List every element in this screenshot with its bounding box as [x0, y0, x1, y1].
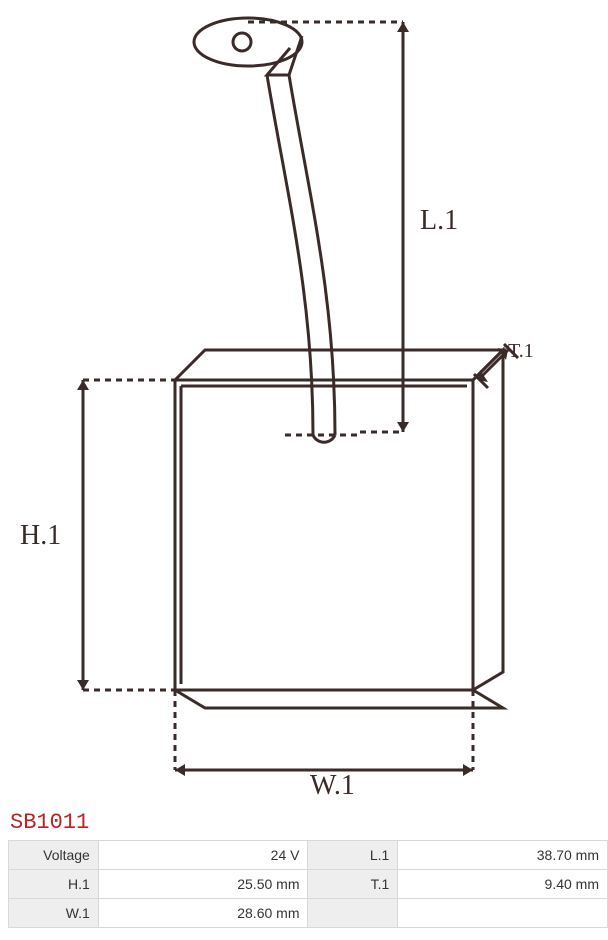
label-W1: W.1	[310, 770, 355, 802]
spec-label: H.1	[9, 870, 99, 899]
drawing-svg	[0, 0, 608, 810]
spec-label: W.1	[9, 899, 99, 928]
page-root: L.1 H.1 W.1 T.1 SB1011 Voltage 24 V L.1 …	[0, 0, 608, 940]
table-row: W.1 28.60 mm	[9, 899, 608, 928]
label-T1: T.1	[508, 340, 534, 363]
spec-value: 9.40 mm	[398, 870, 608, 899]
spec-value: 28.60 mm	[98, 899, 308, 928]
technical-drawing: L.1 H.1 W.1 T.1	[0, 0, 608, 810]
spec-table: Voltage 24 V L.1 38.70 mm H.1 25.50 mm T…	[8, 840, 608, 928]
part-number: SB1011	[10, 810, 89, 835]
spec-label	[308, 899, 398, 928]
label-H1: H.1	[20, 520, 61, 552]
label-L1: L.1	[420, 205, 458, 237]
spec-value	[398, 899, 608, 928]
spec-label: L.1	[308, 841, 398, 870]
spec-value: 24 V	[98, 841, 308, 870]
table-row: H.1 25.50 mm T.1 9.40 mm	[9, 870, 608, 899]
spec-label: Voltage	[9, 841, 99, 870]
spec-label: T.1	[308, 870, 398, 899]
spec-value: 38.70 mm	[398, 841, 608, 870]
table-row: Voltage 24 V L.1 38.70 mm	[9, 841, 608, 870]
spec-value: 25.50 mm	[98, 870, 308, 899]
